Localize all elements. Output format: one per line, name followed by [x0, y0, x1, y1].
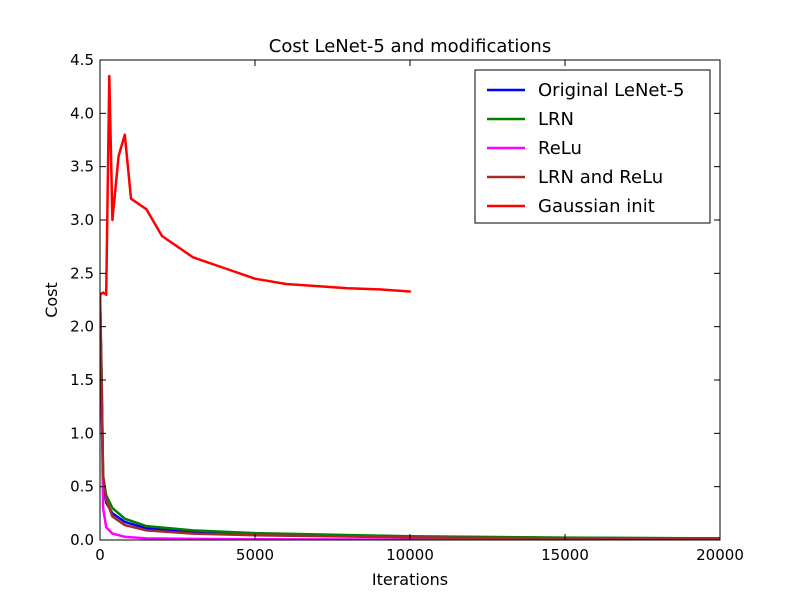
- y-tick-label: 1.0: [70, 424, 94, 442]
- y-tick-label: 3.5: [70, 158, 94, 176]
- legend-label: Gaussian init: [538, 196, 655, 217]
- y-tick-label: 2.5: [70, 264, 94, 282]
- legend-label: LRN: [538, 109, 574, 130]
- x-tick-label: 0: [95, 546, 105, 564]
- series-layer: [100, 74, 720, 540]
- series-line-relu: [100, 293, 720, 540]
- legend-label: ReLu: [538, 138, 582, 159]
- y-tick-label: 0.0: [70, 531, 94, 549]
- y-tick-label: 0.5: [70, 478, 94, 496]
- series-line-lrn-and-relu: [100, 293, 720, 540]
- y-tick-label: 4.0: [70, 104, 94, 122]
- x-tick-label: 5000: [236, 546, 274, 564]
- x-axis-label: Iterations: [372, 570, 448, 589]
- legend: Original LeNet-5 LRN ReLu LRN and ReLu Gauss…: [474, 69, 711, 224]
- legend-label: LRN and ReLu: [538, 167, 663, 188]
- y-tick-label: 2.0: [70, 318, 94, 336]
- x-tick-label: 10000: [386, 546, 434, 564]
- series-line-original-lenet-5: [100, 293, 720, 540]
- y-tick-label: 3.0: [70, 211, 94, 229]
- legend-box: [474, 69, 711, 224]
- y-axis-label: Cost: [42, 282, 61, 318]
- y-tick-label: 4.5: [70, 51, 94, 69]
- y-tick-label: 1.5: [70, 371, 94, 389]
- chart-title: Cost LeNet-5 and modifications: [269, 36, 551, 57]
- x-tick-label: 15000: [541, 546, 589, 564]
- series-line-gaussian-init: [100, 74, 412, 296]
- legend-label: Original LeNet-5: [538, 80, 685, 101]
- x-tick-label: 20000: [696, 546, 744, 564]
- series-line-lrn: [100, 293, 720, 540]
- ticks-layer: 0 5000 10000 15000 20000 0.0 0.5 1.0 1.5 2.0 2.5 3.…: [70, 51, 744, 564]
